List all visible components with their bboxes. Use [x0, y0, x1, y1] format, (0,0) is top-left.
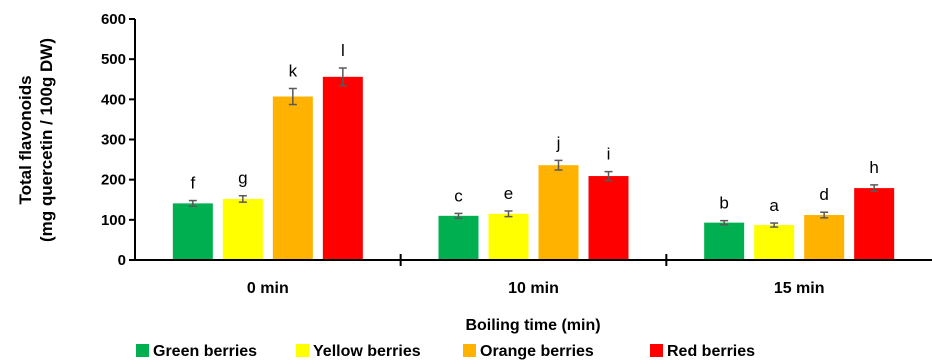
bar — [438, 215, 479, 260]
y-axis-title-line2: (mg quercetin / 100g DW) — [37, 38, 56, 242]
significance-letter: h — [869, 158, 878, 177]
bar — [272, 96, 313, 260]
significance-letter: e — [504, 184, 513, 203]
x-axis-title: Boiling time (min) — [465, 317, 600, 334]
legend-label: Red berries — [667, 343, 755, 360]
y-tick-label: 100 — [101, 212, 126, 229]
x-tick-label: 15 min — [774, 280, 825, 297]
legend-swatch — [296, 344, 309, 357]
legend-swatch — [463, 344, 476, 357]
y-tick-label: 0 — [118, 252, 126, 269]
bar — [172, 203, 213, 260]
y-axis-title-line1: Total flavonoids — [16, 75, 35, 204]
legend-swatch — [136, 344, 149, 357]
significance-letter: i — [607, 145, 611, 164]
significance-letter: k — [289, 61, 298, 80]
significance-letter: j — [556, 133, 561, 152]
y-tick-label: 300 — [101, 132, 126, 149]
y-tick-label: 600 — [101, 11, 126, 28]
legend-label: Yellow berries — [313, 343, 421, 360]
bar — [704, 222, 745, 260]
y-axis: 0 100 200 300 400 500 600 — [101, 11, 136, 269]
significance-letter: f — [190, 174, 195, 193]
x-tick-label: 0 min — [247, 280, 289, 297]
significance-letter: g — [238, 169, 247, 188]
bar — [804, 215, 845, 260]
bar — [754, 225, 795, 260]
y-axis-title: Total flavonoids (mg quercetin / 100g DW… — [16, 38, 56, 242]
bar — [854, 188, 895, 260]
bar — [222, 198, 263, 260]
legend-swatch — [650, 344, 663, 357]
significance-letter: l — [341, 41, 345, 60]
bar — [538, 165, 579, 260]
bar — [588, 176, 629, 260]
significance-letter: c — [454, 186, 463, 205]
legend-label: Orange berries — [480, 343, 594, 360]
bar — [322, 76, 363, 260]
x-axis: 0 min 10 min 15 min — [135, 254, 932, 297]
y-tick-label: 200 — [101, 172, 126, 189]
bars: f g k l c e j i b a d h — [172, 41, 895, 260]
y-tick-label: 400 — [101, 91, 126, 108]
significance-letter: d — [819, 185, 828, 204]
significance-letter: b — [719, 194, 728, 213]
bar — [488, 213, 529, 260]
legend: Green berries Yellow berries Orange berrie… — [136, 343, 755, 360]
significance-letter: a — [769, 196, 779, 215]
x-tick-label: 10 min — [508, 280, 559, 297]
y-tick-label: 500 — [101, 51, 126, 68]
legend-label: Green berries — [153, 343, 257, 360]
